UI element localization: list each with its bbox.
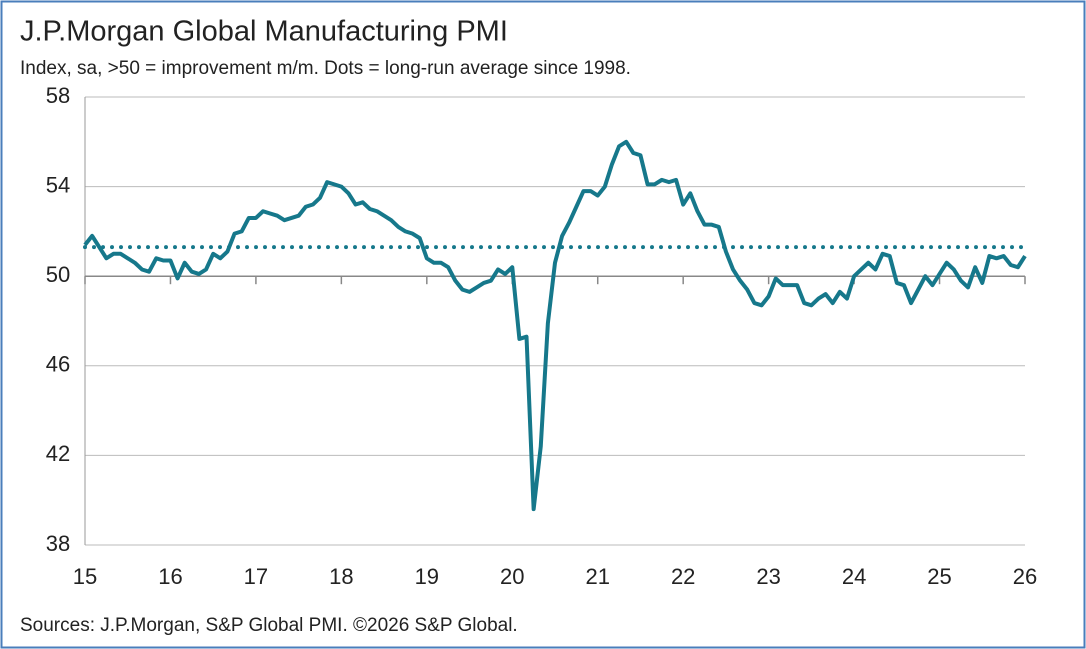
x-tick-label: 16 — [158, 564, 182, 589]
x-tick-label: 21 — [585, 564, 609, 589]
y-tick-label: 54 — [46, 172, 70, 197]
source-note: Sources: J.P.Morgan, S&P Global PMI. ©20… — [20, 615, 518, 636]
pmi-line — [83, 139, 1027, 512]
y-tick-label: 50 — [46, 262, 70, 287]
x-tick-label: 25 — [927, 564, 951, 589]
chart-subtitle: Index, sa, >50 = improvement m/m. Dots =… — [20, 58, 631, 79]
x-tick-label: 19 — [415, 564, 439, 589]
chart-title: J.P.Morgan Global Manufacturing PMI — [20, 16, 508, 48]
x-tick-label: 24 — [842, 564, 866, 589]
x-tick-label: 23 — [756, 564, 780, 589]
x-tick-label: 26 — [1013, 564, 1037, 589]
y-tick-label: 46 — [46, 352, 70, 377]
x-tick-label: 15 — [73, 564, 97, 589]
y-tick-label: 38 — [46, 531, 70, 556]
y-tick-label: 42 — [46, 441, 70, 466]
x-tick-label: 18 — [329, 564, 353, 589]
x-tick-label: 20 — [500, 564, 524, 589]
x-tick-label: 17 — [244, 564, 268, 589]
x-tick-label: 22 — [671, 564, 695, 589]
y-tick-label: 58 — [46, 83, 70, 108]
